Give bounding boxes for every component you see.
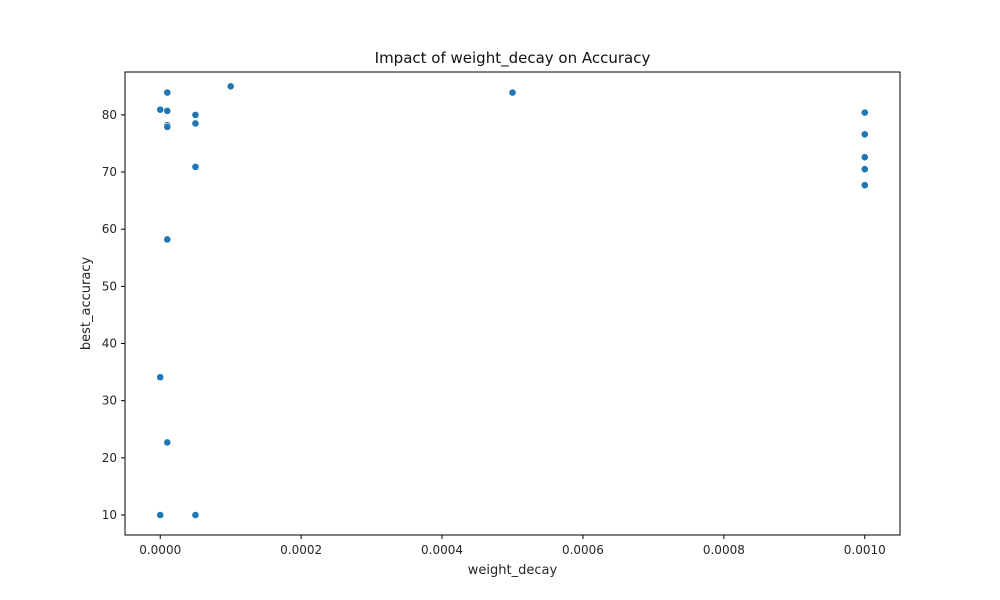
x-tick-label: 0.0000 [139, 543, 181, 557]
data-point [163, 122, 172, 131]
y-tick-label: 10 [102, 508, 117, 522]
data-point [191, 119, 200, 128]
data-point [191, 110, 200, 119]
y-tick-label: 70 [102, 165, 117, 179]
data-point [156, 105, 165, 114]
data-point [860, 108, 869, 117]
data-point [226, 82, 235, 91]
y-tick-label: 40 [102, 337, 117, 351]
data-point [191, 162, 200, 171]
data-point [156, 373, 165, 382]
data-point [163, 235, 172, 244]
data-points [156, 82, 869, 519]
data-point [163, 438, 172, 447]
x-tick-label: 0.0010 [844, 543, 886, 557]
y-tick-label: 60 [102, 222, 117, 236]
data-point [191, 511, 200, 519]
plot-frame [124, 71, 901, 536]
y-tick-label: 30 [102, 394, 117, 408]
x-axis: 0.0000 0.0002 0.0004 0.0006 0.0008 0.0010 [139, 535, 886, 557]
y-axis: 10 20 30 40 50 60 70 80 [102, 108, 125, 522]
x-axis-label: weight_decay [468, 563, 558, 578]
data-point [508, 88, 517, 97]
y-tick-label: 50 [102, 279, 117, 293]
data-point [860, 181, 869, 190]
data-point [163, 106, 172, 115]
x-tick-label: 0.0006 [562, 543, 604, 557]
y-tick-label: 80 [102, 108, 117, 122]
y-axis-label: best_accuracy [79, 257, 94, 351]
x-tick-label: 0.0004 [421, 543, 463, 557]
data-point [163, 88, 172, 97]
x-tick-label: 0.0008 [703, 543, 745, 557]
data-point [860, 165, 869, 174]
data-point [860, 153, 869, 162]
data-point [860, 130, 869, 139]
y-tick-label: 20 [102, 451, 117, 465]
x-tick-label: 0.0002 [280, 543, 322, 557]
chart-title: Impact of weight_decay on Accuracy [375, 49, 651, 68]
data-point [156, 511, 165, 519]
